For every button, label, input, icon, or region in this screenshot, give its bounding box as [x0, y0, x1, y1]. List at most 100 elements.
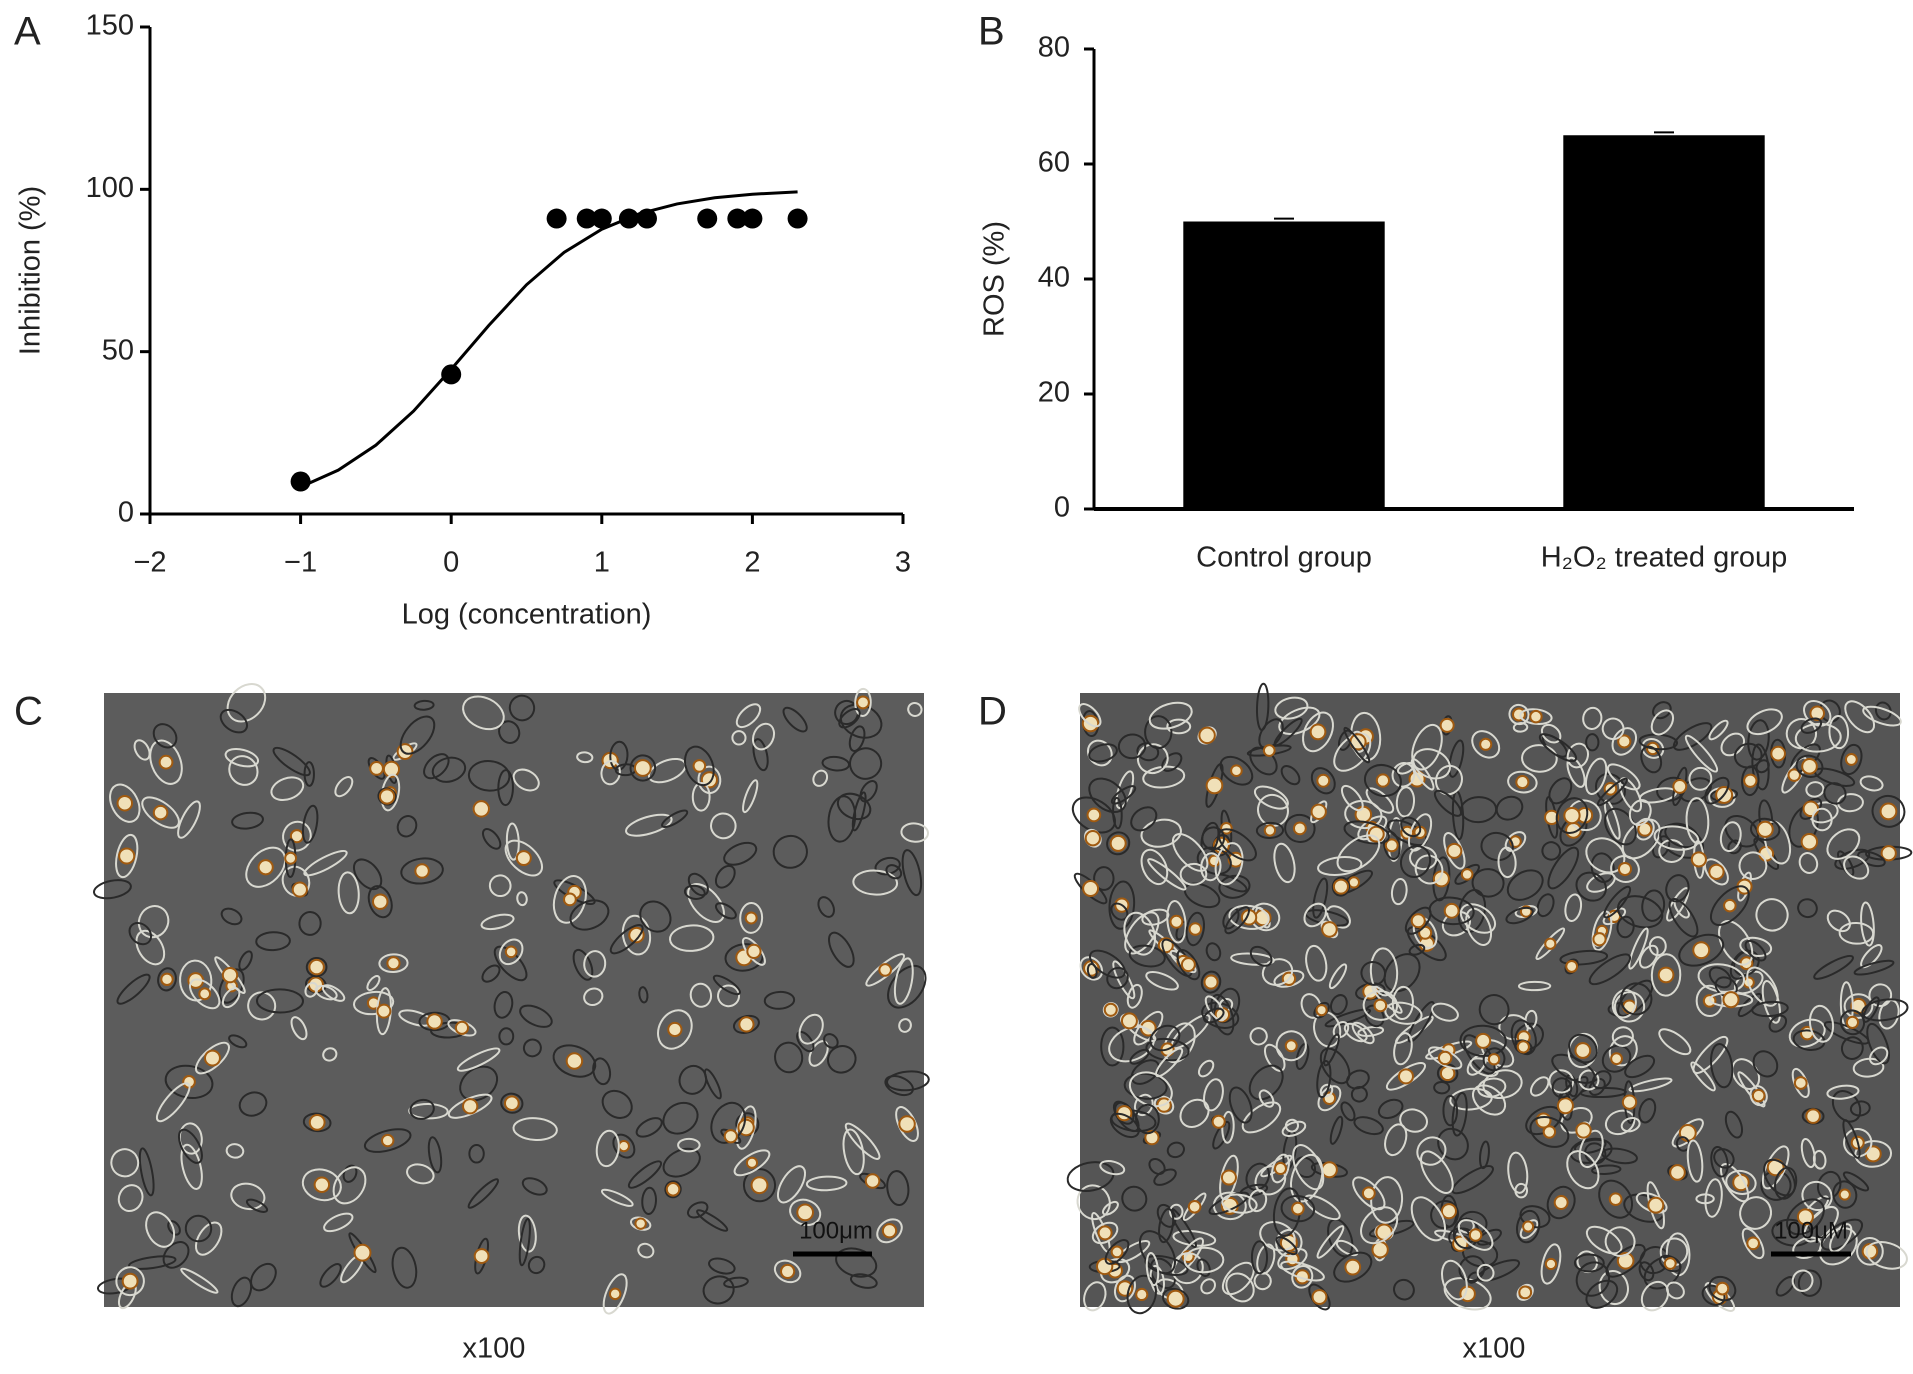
cell: [1350, 1086, 1368, 1103]
cell: [1406, 926, 1447, 962]
cell: [1724, 1110, 1744, 1139]
cell: [1471, 868, 1505, 898]
cell-body: [158, 754, 174, 770]
cell: [1801, 1180, 1833, 1212]
cell: [1153, 1168, 1177, 1186]
cell: [270, 776, 305, 802]
cell: [137, 905, 170, 939]
cell: [1169, 1203, 1184, 1220]
cell-body: [284, 851, 298, 865]
cell-body: [1723, 898, 1737, 913]
cell: [1771, 1218, 1813, 1247]
cell: [302, 804, 319, 844]
cell: [696, 1209, 729, 1232]
cell-body: [1103, 1002, 1118, 1017]
cell: [468, 1143, 485, 1164]
cell: [177, 800, 201, 839]
cell: [703, 1068, 722, 1100]
cell-body: [1708, 863, 1725, 880]
cell-body: [1809, 705, 1826, 722]
micrograph: [93, 683, 930, 1315]
cell: [1478, 994, 1510, 1026]
cell: [1275, 1030, 1307, 1062]
cell: [1690, 1061, 1716, 1092]
cell: [145, 1211, 176, 1248]
cell-body: [515, 850, 532, 867]
cell: [662, 1147, 701, 1178]
cell: [1839, 1009, 1866, 1036]
cell: [1451, 1091, 1468, 1137]
cell: [1329, 1115, 1344, 1145]
cell-body: [692, 759, 707, 773]
cell: [885, 864, 903, 880]
cell: [1161, 1287, 1190, 1310]
cell: [1158, 1207, 1175, 1244]
cell-body: [1321, 921, 1338, 938]
cell: [250, 1262, 277, 1292]
cell: [1704, 1178, 1723, 1218]
cell-body: [116, 794, 134, 812]
cell: [1840, 1036, 1864, 1060]
cell: [1323, 1033, 1340, 1067]
cell: [1228, 904, 1270, 930]
cell: [1117, 733, 1147, 760]
cell: [1640, 745, 1663, 774]
cell: [1144, 1255, 1189, 1276]
cell: [849, 747, 883, 780]
cell: [1360, 1206, 1399, 1245]
cell: [1340, 1101, 1356, 1122]
cell: [742, 1168, 777, 1203]
cell: [1601, 717, 1625, 741]
cell: [498, 1027, 515, 1046]
cell: [1357, 1026, 1385, 1037]
cell: [572, 948, 594, 981]
data-point: [290, 471, 311, 492]
cell: [900, 822, 930, 843]
cell: [1480, 831, 1514, 862]
cell: [305, 957, 328, 978]
y-tick-label: 0: [118, 497, 134, 529]
cell: [1710, 1145, 1729, 1178]
cell: [1601, 1147, 1638, 1165]
cell-body: [1084, 830, 1101, 847]
cell: [1316, 1225, 1345, 1259]
cell-body: [1838, 1188, 1851, 1201]
cell: [1224, 906, 1251, 935]
cell: [1752, 1050, 1779, 1078]
cell: [1212, 1120, 1231, 1150]
cell: [1713, 1148, 1735, 1169]
cell: [162, 1241, 190, 1269]
cell: [255, 931, 291, 952]
cell-body: [878, 963, 892, 977]
cell: [152, 723, 178, 749]
cell: [1601, 1044, 1632, 1073]
cell: [1130, 806, 1158, 832]
cell: [1218, 874, 1251, 899]
cell: [378, 953, 409, 973]
cell-body: [898, 1115, 916, 1133]
cell-body: [1110, 1245, 1124, 1259]
cell-body: [1135, 1287, 1149, 1302]
data-point: [787, 208, 808, 229]
cell-body: [1756, 820, 1774, 838]
x-tick-label: 1: [594, 547, 610, 579]
cell: [1091, 1221, 1119, 1245]
cell: [901, 849, 923, 897]
cell: [600, 1188, 634, 1207]
cell: [569, 899, 610, 931]
cell: [1292, 1144, 1325, 1191]
cell: [1352, 1176, 1386, 1211]
cell: [1099, 1160, 1126, 1176]
cell-body: [1187, 1199, 1202, 1214]
cell: [367, 885, 393, 919]
cell: [776, 1165, 807, 1204]
cell: [1155, 1047, 1184, 1078]
cell: [1588, 953, 1632, 986]
cell: [1763, 820, 1792, 865]
cell-body: [1522, 1220, 1535, 1233]
cell: [1628, 1077, 1673, 1093]
cell: [664, 1180, 682, 1199]
cell-body: [1354, 805, 1373, 824]
cell-body: [1669, 1164, 1686, 1181]
cell: [1089, 949, 1126, 979]
